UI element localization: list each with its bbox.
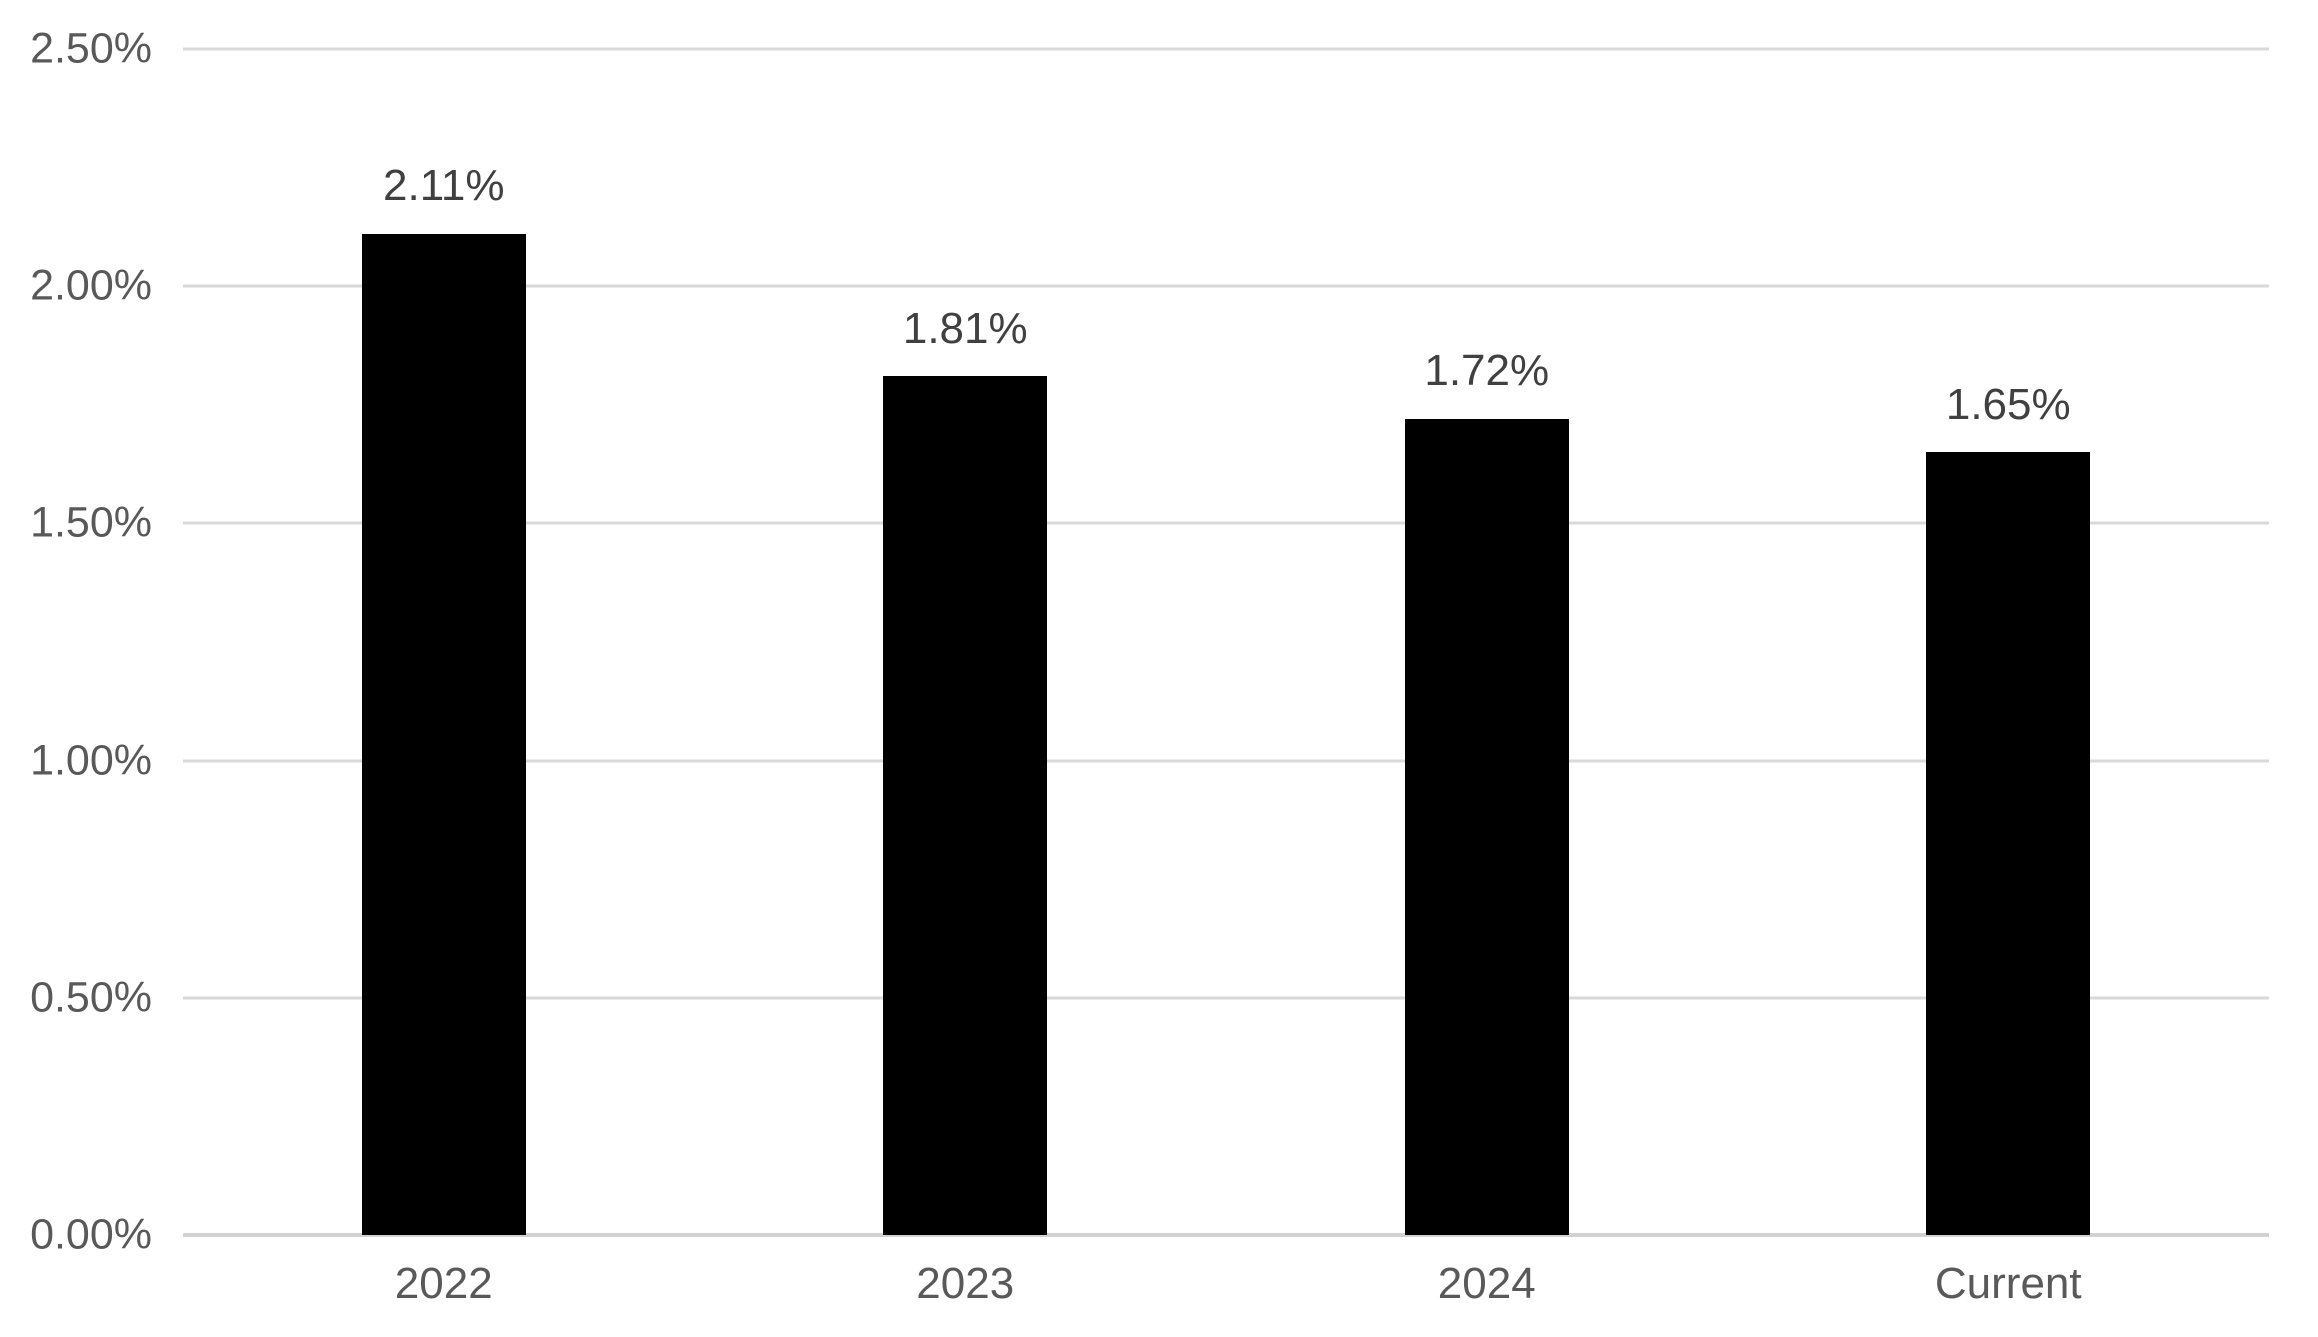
y-axis-tick-label: 2.50%: [30, 24, 152, 73]
gridline: [183, 284, 2269, 288]
gridline: [183, 47, 2269, 51]
x-axis-category-label: 2022: [394, 1259, 493, 1308]
gridline: [183, 759, 2269, 763]
bar-value-label: 1.65%: [1945, 379, 2071, 429]
bar-2024: [1404, 419, 1569, 1235]
gridline: [183, 996, 2269, 1000]
bar-value-label: 2.11%: [383, 161, 505, 211]
x-axis-line: [183, 1233, 2269, 1237]
x-axis-category-label: Current: [1934, 1259, 2082, 1308]
bar-2023: [883, 376, 1048, 1235]
gridline: [183, 521, 2269, 525]
y-axis-tick-label: 2.00%: [30, 261, 152, 310]
x-axis-category-label: 2024: [1437, 1259, 1536, 1308]
y-axis-tick-label: 0.00%: [30, 1210, 152, 1259]
plot-area: 2.11% 1.81% 1.72% 1.65%: [183, 47, 2269, 1237]
y-axis-tick-label: 0.50%: [30, 973, 152, 1022]
bar-Current: [1926, 452, 2091, 1235]
bar-value-label: 1.81%: [902, 303, 1028, 353]
y-axis-tick-label: 1.50%: [30, 498, 152, 547]
x-axis-category-label: 2023: [916, 1259, 1015, 1308]
bar-2022: [361, 234, 526, 1235]
bar-value-label: 1.72%: [1424, 346, 1550, 396]
y-axis-tick-label: 1.00%: [30, 736, 152, 785]
